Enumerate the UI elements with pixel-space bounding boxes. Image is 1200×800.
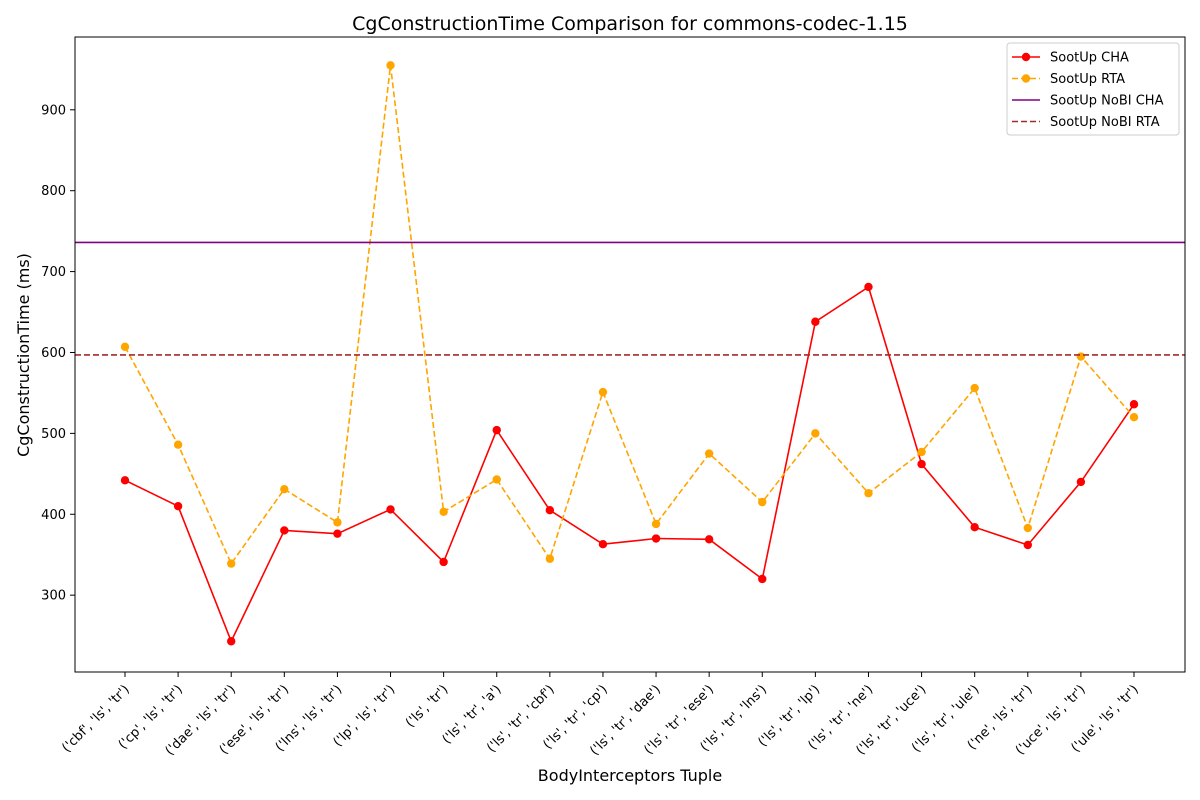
y-tick-label: 500 — [41, 427, 66, 442]
data-point-sootup-rta — [651, 519, 661, 529]
y-tick-label: 300 — [41, 589, 66, 604]
data-point-sootup-cha — [333, 529, 342, 538]
y-tick-label: 900 — [41, 103, 66, 118]
y-axis-title: CgConstructionTime (ms) — [14, 253, 33, 457]
series-line-sootup-rta — [124, 65, 1135, 566]
data-point-sootup-rta — [386, 61, 395, 70]
x-axis-title: BodyInterceptors Tuple — [538, 766, 722, 785]
legend-box — [1006, 42, 1180, 136]
plot-area — [75, 61, 1185, 646]
legend-label-sootup-cha: SootUp CHA — [1050, 51, 1129, 66]
data-point-sootup-rta — [1129, 412, 1139, 422]
y-tick-label: 400 — [41, 508, 66, 523]
data-point-sootup-cha — [758, 574, 767, 584]
data-point-sootup-cha — [386, 505, 395, 514]
legend-marker-sootup-rta — [1021, 74, 1031, 83]
y-tick-label: 800 — [41, 184, 66, 199]
data-point-sootup-cha — [227, 637, 236, 646]
legend-label-sootup-rta: SootUp RTA — [1050, 72, 1125, 87]
data-point-sootup-rta — [120, 342, 130, 352]
data-point-sootup-cha — [173, 501, 183, 511]
plot-frame — [74, 36, 1186, 673]
data-point-sootup-rta — [704, 449, 714, 458]
data-point-sootup-cha — [1023, 540, 1032, 550]
data-point-sootup-rta — [811, 429, 820, 438]
data-point-sootup-rta — [864, 489, 873, 498]
legend: SootUp CHA SootUp RTA SootUp NoBI CHA SootU… — [1006, 42, 1180, 136]
data-point-sootup-cha — [1129, 400, 1139, 409]
data-point-sootup-cha — [970, 523, 979, 532]
data-point-sootup-cha — [545, 506, 555, 515]
y-tick-label: 600 — [41, 346, 66, 361]
data-point-sootup-rta — [970, 383, 979, 393]
data-point-sootup-cha — [280, 526, 289, 535]
data-point-sootup-rta — [598, 387, 608, 397]
data-point-sootup-rta — [1076, 352, 1086, 361]
chart-title: CgConstructionTime Comparison for common… — [352, 13, 908, 35]
data-point-sootup-cha — [598, 539, 608, 549]
legend-label-sootup-nobi-cha: SootUp NoBI CHA — [1050, 94, 1164, 109]
data-point-sootup-cha — [492, 425, 501, 435]
data-point-sootup-rta — [758, 497, 767, 507]
data-point-sootup-rta — [173, 440, 183, 449]
data-point-sootup-cha — [917, 459, 926, 469]
data-point-sootup-rta — [492, 475, 501, 484]
data-point-sootup-cha — [864, 282, 873, 292]
data-point-sootup-rta — [545, 554, 555, 563]
data-point-sootup-rta — [227, 559, 236, 568]
data-point-sootup-cha — [704, 535, 714, 544]
data-point-sootup-cha — [439, 557, 448, 567]
data-point-sootup-rta — [917, 447, 926, 457]
series-line-sootup-cha — [124, 285, 1135, 644]
data-point-sootup-rta — [280, 484, 289, 494]
data-point-sootup-cha — [120, 476, 130, 485]
legend-marker-sootup-cha — [1021, 52, 1031, 62]
y-axis: 300 400 500 600 700 800 900 — [41, 103, 75, 604]
data-point-sootup-rta — [439, 507, 448, 517]
data-point-sootup-cha — [811, 317, 820, 326]
legend-label-sootup-nobi-rta: SootUp NoBI RTA — [1050, 115, 1160, 130]
data-point-sootup-cha — [1076, 477, 1086, 487]
data-point-sootup-rta — [333, 518, 342, 527]
data-point-sootup-rta — [1023, 523, 1032, 533]
data-point-sootup-cha — [651, 534, 661, 543]
y-tick-label: 700 — [41, 265, 66, 280]
